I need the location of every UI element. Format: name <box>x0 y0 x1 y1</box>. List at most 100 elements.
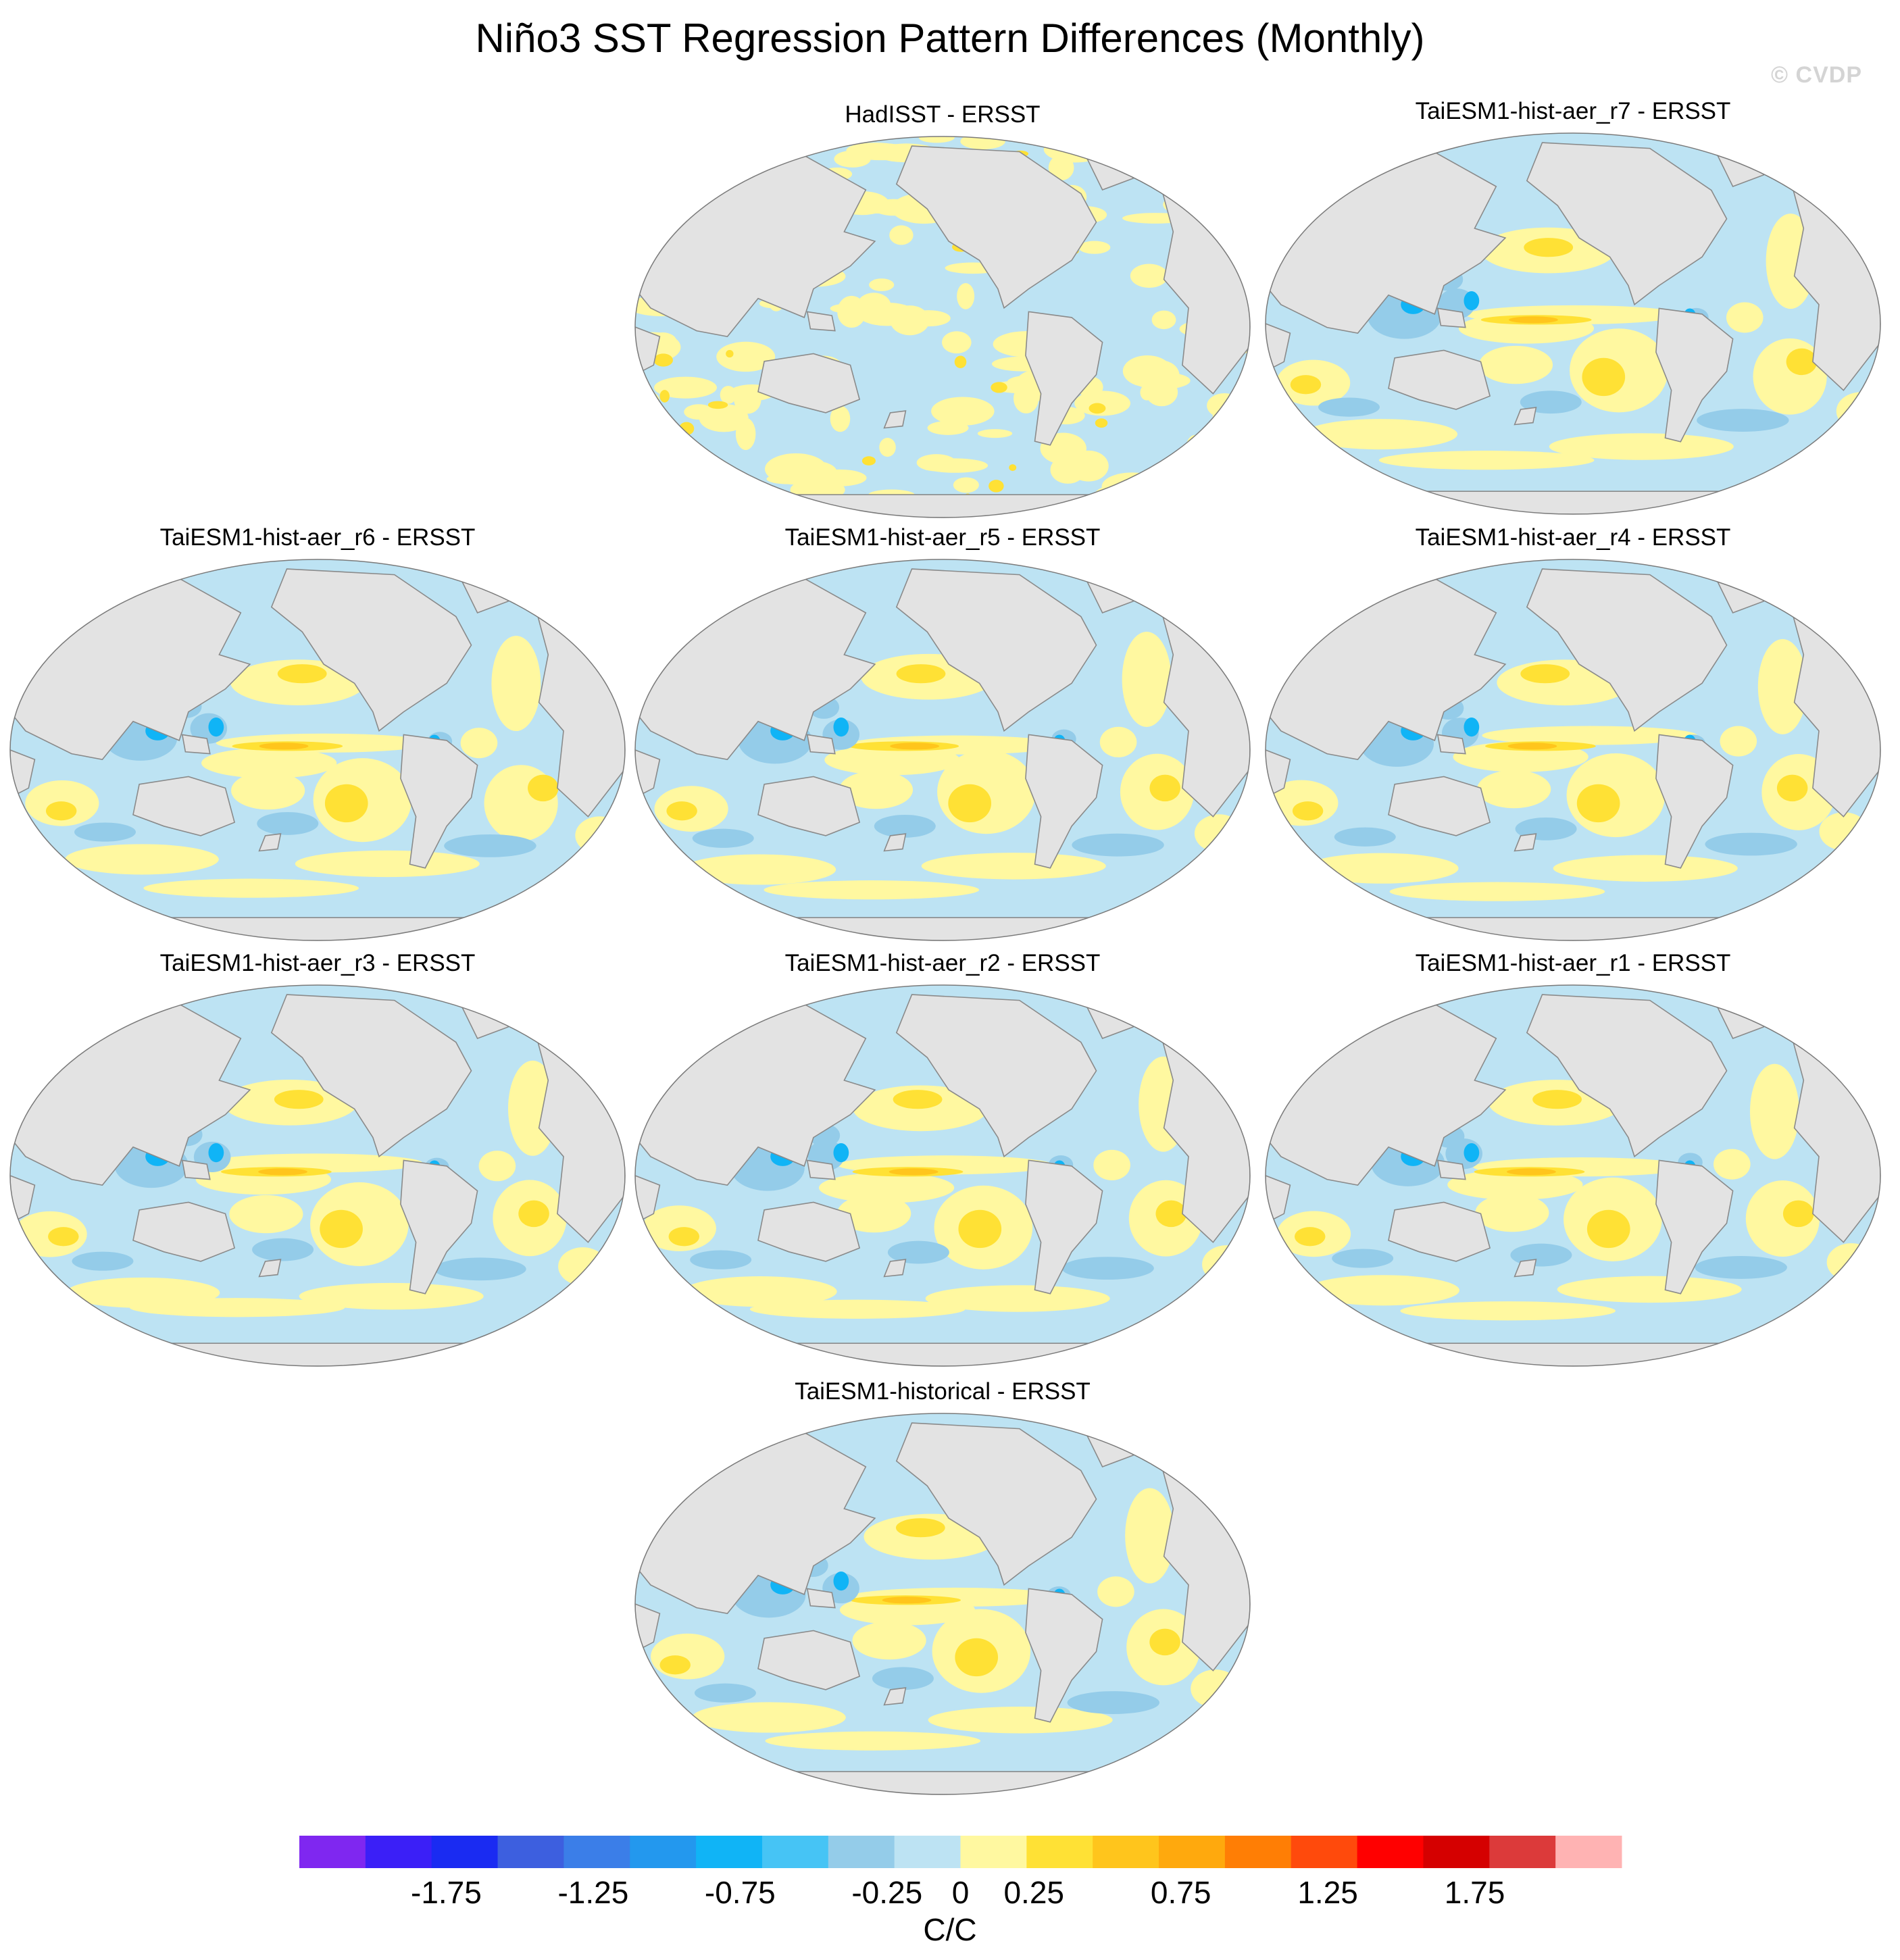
land-mass <box>1655 307 1734 443</box>
land-mass <box>258 833 282 852</box>
colorbar-swatch <box>1026 1836 1093 1868</box>
anomaly-core <box>1290 375 1322 395</box>
anomaly-negative <box>1334 827 1396 847</box>
map-r1 <box>1265 984 1881 1367</box>
colorbar-tick-label: 0 <box>951 1875 970 1910</box>
anomaly-blob <box>1078 241 1111 254</box>
colorbar-swatch <box>1357 1836 1424 1868</box>
map-panel-r5: TaiESM1-hist-aer_r5 - ERSST <box>632 524 1253 943</box>
anomaly-blob <box>1549 433 1734 460</box>
anomaly-blob <box>1389 882 1605 901</box>
panel-title: TaiESM1-hist-aer_r1 - ERSST <box>1415 950 1731 976</box>
anomaly-core <box>1576 784 1620 823</box>
anomaly-negative-core <box>833 1143 849 1163</box>
anomaly-negative <box>444 834 536 857</box>
anomaly-blob <box>707 401 728 409</box>
land-mass <box>400 734 478 869</box>
anomaly-negative <box>1072 833 1164 857</box>
land-mass <box>635 749 661 799</box>
anomaly-core <box>1149 774 1180 802</box>
panel-title: HadISST - ERSST <box>845 101 1041 128</box>
land-mass <box>1436 307 1466 328</box>
anomaly-negative <box>1061 1257 1154 1280</box>
panel-title: TaiESM1-hist-aer_r3 - ERSST <box>159 950 476 976</box>
land-mass <box>10 1174 36 1224</box>
figure-title: Niño3 SST Regression Pattern Differences… <box>475 16 1425 61</box>
map-panel-hadisst: HadISST - ERSST <box>632 101 1253 520</box>
colorbar-swatch <box>1423 1836 1490 1868</box>
anomaly-blob <box>1557 1276 1742 1303</box>
land-mass <box>258 1259 282 1278</box>
anomaly-blob <box>1378 451 1595 470</box>
map-panel-r2: TaiESM1-hist-aer_r2 - ERSST <box>632 950 1253 1369</box>
anomaly-blob <box>889 225 914 245</box>
land-mass <box>635 1174 661 1224</box>
anomaly-core <box>893 1090 943 1109</box>
land-mass <box>635 326 661 376</box>
anomaly-negative <box>874 814 936 838</box>
anomaly-blob <box>1745 1180 1820 1257</box>
anomaly-core <box>958 1209 1002 1249</box>
map-r2 <box>634 984 1251 1367</box>
anomaly-core <box>1782 1200 1814 1228</box>
anomaly-blob <box>654 376 717 399</box>
colorbar-tick-label: -0.75 <box>704 1875 776 1910</box>
anomaly-core <box>1520 664 1570 684</box>
anomaly-core <box>1776 774 1808 802</box>
anomaly-blob <box>837 1194 911 1233</box>
anomaly-blob <box>692 1702 846 1733</box>
anomaly-negative <box>252 1238 314 1261</box>
land-mass <box>1514 833 1537 852</box>
anomaly-negative <box>1705 832 1797 856</box>
colorbar-tick-label: -1.25 <box>557 1875 629 1910</box>
anomaly-core <box>895 1518 945 1538</box>
anomaly-blob <box>1125 1488 1174 1584</box>
anomaly-negative <box>872 1667 934 1690</box>
colorbar-tick-label: -0.25 <box>851 1875 923 1910</box>
map-panel-r3: TaiESM1-hist-aer_r3 - ERSST <box>7 950 628 1369</box>
anomaly-blob <box>659 390 670 403</box>
anomaly-core <box>1524 238 1574 257</box>
anomaly-core <box>1786 348 1818 376</box>
anomaly-core <box>1292 801 1324 821</box>
anomaly-core <box>948 784 992 823</box>
anomaly-blob <box>1009 464 1017 472</box>
anomaly-blob <box>954 355 967 368</box>
anomaly-blob <box>1095 418 1108 428</box>
anomaly-blob <box>765 453 828 485</box>
anomaly-core <box>528 774 559 802</box>
land-mass <box>1514 1259 1537 1278</box>
panel-title: TaiESM1-hist-aer_r5 - ERSST <box>784 524 1101 551</box>
anomaly-blob <box>299 1282 484 1310</box>
map-panel-r6: TaiESM1-hist-aer_r6 - ERSST <box>7 524 628 943</box>
land-mass <box>1655 734 1734 869</box>
map-border <box>1265 984 1881 1367</box>
colorbar-swatch <box>630 1836 697 1868</box>
land-mass <box>635 1603 661 1653</box>
land-mass <box>1514 407 1537 426</box>
anomaly-core <box>1155 1200 1186 1228</box>
anomaly-blob <box>1749 1063 1799 1159</box>
map-border <box>1265 559 1881 941</box>
anomaly-core <box>1507 1168 1556 1176</box>
anomaly-core <box>1586 1209 1630 1249</box>
land-mass <box>757 1201 861 1262</box>
anomaly-core <box>45 801 77 821</box>
anomaly-blob <box>852 1621 926 1660</box>
anomaly-blob <box>957 282 975 309</box>
anomaly-blob <box>460 728 498 759</box>
anomaly-blob <box>1553 855 1738 882</box>
anomaly-negative-core <box>1464 1143 1480 1163</box>
land-mass <box>806 1159 836 1180</box>
anomaly-core <box>955 1638 999 1677</box>
land-mass <box>895 1422 1097 1586</box>
colorbar-swatch <box>1093 1836 1159 1868</box>
map-hadisst <box>634 136 1251 518</box>
land-mass <box>1436 734 1466 755</box>
anomaly-blob <box>1122 631 1172 727</box>
map-r7 <box>1265 132 1881 515</box>
land-mass <box>10 749 36 799</box>
colorbar-swatch <box>1224 1836 1292 1868</box>
anomaly-blob <box>977 429 1013 438</box>
